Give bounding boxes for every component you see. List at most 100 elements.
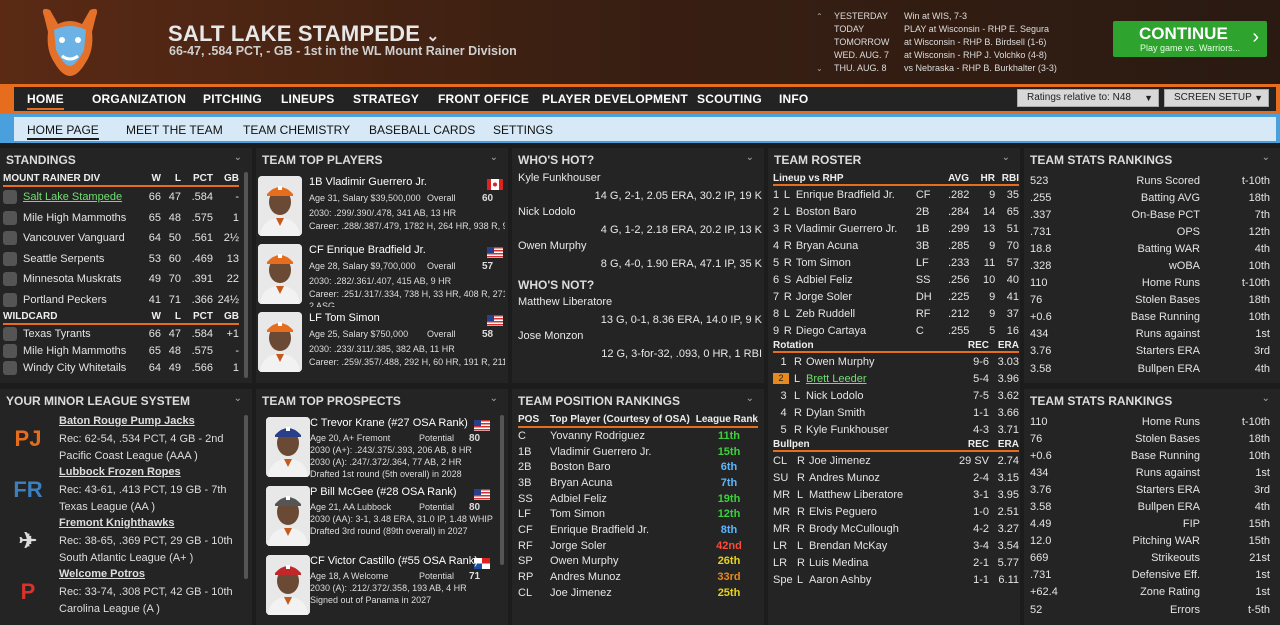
lineup-row[interactable]: 9 R Diego Cartaya C .255 5 16 (773, 322, 1019, 339)
player-name[interactable]: Tom Simon (795, 256, 851, 269)
player-name[interactable]: Vladimir Guerrero Jr. (550, 445, 652, 458)
position-row[interactable]: LF Tom Simon 12th (518, 506, 758, 522)
stat-row[interactable]: 3.76 Starters ERA 3rd (1030, 481, 1270, 498)
ratings-relative-select[interactable]: Ratings relative to: N48 ▼ (1017, 89, 1159, 107)
subnav-meet-the-team[interactable]: MEET THE TEAM (126, 123, 223, 137)
player-photo[interactable] (266, 486, 310, 546)
position-row[interactable]: 3B Bryan Acuna 7th (518, 475, 758, 491)
player-name[interactable]: Jorge Soler (795, 290, 853, 303)
player-photo[interactable] (258, 176, 302, 236)
player-name[interactable]: Adbiel Feliz (795, 273, 853, 286)
position-row[interactable]: SS Adbiel Feliz 19th (518, 491, 758, 507)
player-name[interactable]: Kyle Funkhouser (806, 423, 889, 436)
player-name[interactable]: Adbiel Feliz (550, 492, 607, 505)
player-name[interactable]: Diego Cartaya (795, 324, 867, 337)
stat-row[interactable]: 76 Stolen Bases 18th (1030, 430, 1270, 447)
lineup-row[interactable]: 7 R Jorge Soler DH .225 9 41 (773, 288, 1019, 305)
affiliate-name-link[interactable]: Fremont Knighthawks (59, 517, 175, 529)
scrollbar[interactable] (500, 415, 504, 565)
standings-row[interactable]: Windy City Whitetails 64 49 .566 1 (3, 359, 239, 376)
chevron-down-icon[interactable]: ⌄ (233, 152, 242, 163)
player-name[interactable]: Boston Baro (550, 461, 611, 474)
player-name[interactable]: Owen Murphy (806, 355, 875, 368)
hot-player-name[interactable]: Nick Lodolo (518, 206, 576, 218)
stat-row[interactable]: 110 Home Runs t-10th (1030, 413, 1270, 430)
player-name-link[interactable]: CF Enrique Bradfield Jr. (309, 244, 426, 256)
player-name[interactable]: Vladimir Guerrero Jr. (795, 222, 898, 235)
cold-player-name[interactable]: Matthew Liberatore (518, 296, 613, 308)
player-name[interactable]: Bryan Acuna (550, 476, 613, 489)
stat-row[interactable]: 3.58 Bullpen ERA 4th (1030, 360, 1270, 377)
player-name[interactable]: Yovanny Rodriguez (550, 429, 645, 442)
nav-home[interactable]: HOME (27, 92, 64, 110)
team-name[interactable]: Minnesota Muskrats (23, 273, 122, 286)
scrollbar[interactable] (244, 415, 248, 579)
lineup-row[interactable]: 4 R Bryan Acuna 3B .285 9 70 (773, 237, 1019, 254)
subnav-team-chemistry[interactable]: TEAM CHEMISTRY (243, 123, 351, 137)
stat-row[interactable]: .328 wOBA 10th (1030, 257, 1270, 274)
chevron-down-icon[interactable]: ⌄ (816, 64, 823, 73)
chevron-down-icon[interactable]: ⌄ (1261, 393, 1270, 404)
player-name[interactable]: Andres Munoz (809, 471, 880, 484)
affiliate-name-link[interactable]: Welcome Potros (59, 568, 145, 580)
stat-row[interactable]: 76 Stolen Bases 18th (1030, 292, 1270, 309)
affiliate-name-link[interactable]: Baton Rouge Pump Jacks (59, 415, 195, 427)
schedule-row[interactable]: TOMORROW at Wisconsin - RHP B. Birdsell (… (816, 36, 1106, 49)
team-name[interactable]: Mile High Mammoths (23, 211, 127, 224)
team-name-dropdown[interactable]: SALT LAKE STAMPEDE ⌄ (168, 21, 440, 46)
player-photo[interactable] (258, 312, 302, 372)
screen-setup-select[interactable]: SCREEN SETUP ▼ (1164, 89, 1269, 107)
player-name[interactable]: Boston Baro (795, 205, 857, 218)
team-name[interactable]: Texas Tyrants (23, 327, 91, 340)
lineup-row[interactable]: 8 L Zeb Ruddell RF .212 9 37 (773, 305, 1019, 322)
nav-scouting[interactable]: SCOUTING (697, 92, 762, 106)
stat-row[interactable]: 18.8 Batting WAR 4th (1030, 240, 1270, 257)
lineup-row[interactable]: 6 S Adbiel Feliz SS .256 10 40 (773, 271, 1019, 288)
nav-lineups[interactable]: LINEUPS (281, 92, 335, 106)
player-photo[interactable] (258, 244, 302, 304)
team-name[interactable]: Portland Peckers (23, 293, 107, 306)
team-name[interactable]: Windy City Whitetails (23, 361, 127, 374)
stat-row[interactable]: +62.4 Zone Rating 1st (1030, 584, 1270, 601)
chevron-down-icon[interactable]: ⌄ (489, 393, 498, 404)
affiliate-logo[interactable]: ✈ (18, 528, 38, 553)
standings-row[interactable]: Mile High Mammoths 65 48 .575 1 (3, 208, 239, 229)
stat-row[interactable]: +0.6 Base Running 10th (1030, 447, 1270, 464)
lineup-row[interactable]: 3 R Vladimir Guerrero Jr. 1B .299 13 51 (773, 220, 1019, 237)
position-row[interactable]: CF Enrique Bradfield Jr. 8th (518, 522, 758, 538)
player-name[interactable]: Jorge Soler (550, 539, 607, 552)
player-name-link[interactable]: LF Tom Simon (309, 312, 380, 324)
team-name[interactable]: Vancouver Vanguard (23, 232, 125, 245)
stat-row[interactable]: 3.76 Starters ERA 3rd (1030, 343, 1270, 360)
player-name[interactable]: Brody McCullough (809, 522, 899, 535)
player-name[interactable]: Bryan Acuna (795, 239, 859, 252)
stat-row[interactable]: 4.49 FIP 15th (1030, 516, 1270, 533)
lineup-row[interactable]: 1 L Enrique Bradfield Jr. CF .282 9 35 (773, 186, 1019, 203)
player-name[interactable]: Zeb Ruddell (795, 307, 856, 320)
position-row[interactable]: RF Jorge Soler 42nd (518, 538, 758, 554)
stat-row[interactable]: .255 Batting AVG 18th (1030, 189, 1270, 206)
chevron-down-icon[interactable]: ⌄ (745, 393, 754, 404)
bullpen-row[interactable]: LR R Luis Medina 2-1 5.77 (773, 554, 1019, 571)
prospect-name-link[interactable]: P Bill McGee (#28 OSA Rank) (310, 486, 457, 498)
lineup-row[interactable]: 2 L Boston Baro 2B .284 14 65 (773, 203, 1019, 220)
team-name[interactable]: Seattle Serpents (23, 252, 105, 265)
subnav-settings[interactable]: SETTINGS (493, 123, 554, 137)
rotation-row[interactable]: 5 R Kyle Funkhouser 4-3 3.71 (773, 421, 1019, 438)
bullpen-row[interactable]: MR L Matthew Liberatore 3-1 3.95 (773, 486, 1019, 503)
player-name[interactable]: Enrique Bradfield Jr. (550, 523, 650, 536)
stat-row[interactable]: 434 Runs against 1st (1030, 326, 1270, 343)
position-row[interactable]: 1B Vladimir Guerrero Jr. 15th (518, 444, 758, 460)
player-name[interactable]: Owen Murphy (550, 555, 619, 568)
subnav-home-page[interactable]: HOME PAGE (27, 123, 99, 140)
standings-row[interactable]: Portland Peckers 41 71 .366 24½ (3, 290, 239, 311)
player-name[interactable]: Matthew Liberatore (809, 488, 904, 501)
stat-row[interactable]: .731 Defensive Eff. 1st (1030, 567, 1270, 584)
stat-row[interactable]: 523 Runs Scored t-10th (1030, 172, 1270, 189)
standings-row[interactable]: Texas Tyrants 66 47 .584 +1 (3, 325, 239, 342)
hot-player-name[interactable]: Kyle Funkhouser (518, 172, 601, 184)
chevron-down-icon[interactable]: ⌄ (745, 152, 754, 163)
continue-button[interactable]: CONTINUE Play game vs. Warriors... › (1113, 21, 1267, 57)
standings-row[interactable]: Salt Lake Stampede 66 47 .584 - (3, 187, 239, 208)
nav-organization[interactable]: ORGANIZATION (92, 92, 187, 106)
